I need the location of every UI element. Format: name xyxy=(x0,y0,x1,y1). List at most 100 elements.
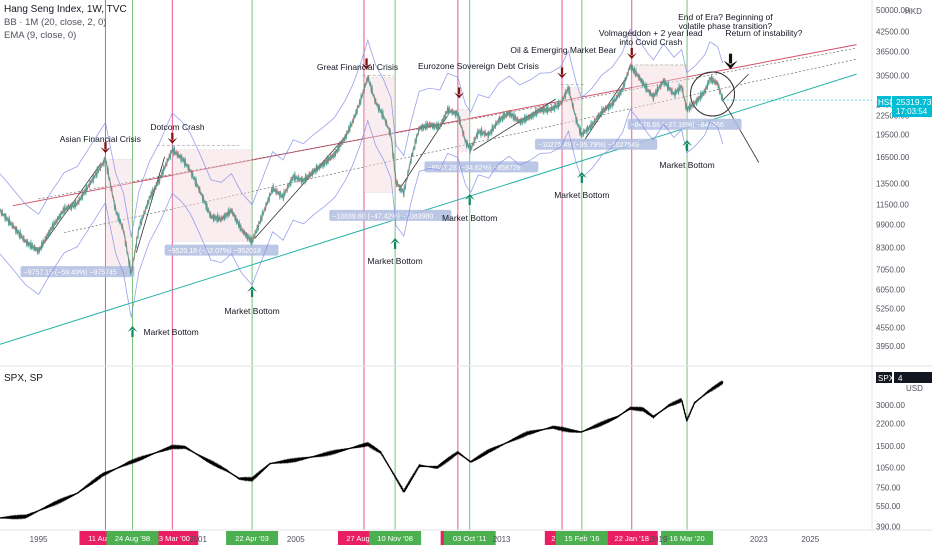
bb-indicator-label[interactable]: BB · 1M (20, close, 2, 0) xyxy=(4,17,106,28)
x-tick-1: 2001 xyxy=(189,535,207,544)
hsi-y-tick-9: 11500.00 xyxy=(876,201,909,210)
crisis-arrow-4 xyxy=(557,72,568,79)
projection-down-line xyxy=(722,99,760,163)
bottom-date-tag-5 xyxy=(661,531,714,545)
crisis-arrow-0 xyxy=(100,147,111,154)
countdown: 17:03:54 xyxy=(896,107,928,116)
hsi-y-tick-10: 9900.00 xyxy=(876,220,905,229)
x-tick-4: 2019 xyxy=(650,535,668,544)
x-tick-0: 1995 xyxy=(30,535,48,544)
hsi-y-tick-8: 13500.00 xyxy=(876,179,910,188)
spx-y-tick-0: 3000.00 xyxy=(876,401,905,410)
crisis-date-label-1: 13 Mar '00 xyxy=(155,534,190,543)
annotation-dotcom: Dotcom Crash xyxy=(150,122,205,132)
annotation-arrows xyxy=(100,48,738,337)
x-tick-2: 2005 xyxy=(287,535,305,544)
annotation-asian-crisis: Asian Financial Crisis xyxy=(60,134,141,144)
drawdown-label-bg-4 xyxy=(535,138,658,150)
annotation-end-of-era: End of Era? Beginning of xyxy=(678,12,773,22)
spx-y-tick-5: 550.00 xyxy=(876,502,901,511)
bottom-arrow-0 xyxy=(127,326,138,332)
bottom-date-tag-3 xyxy=(443,531,496,545)
crisis-arrow-1 xyxy=(167,137,178,144)
bottom-arrow-4 xyxy=(576,172,587,178)
x-tick-5: 2023 xyxy=(750,535,768,544)
crisis-arrow-3 xyxy=(454,92,465,99)
annotation-market-bottom-4: Market Bottom xyxy=(554,190,609,200)
spx-price-tag xyxy=(894,372,932,383)
annotation-covid: into Covid Crash xyxy=(619,37,682,47)
currency-label: HKD xyxy=(905,7,922,16)
hsi-symbol-tag xyxy=(877,96,891,107)
series xyxy=(0,28,872,520)
annotation-volmageddon: Volmageddon + 2 year lead xyxy=(599,28,703,38)
channel-mid-line-2 xyxy=(64,58,857,233)
bottom-date-tag-2 xyxy=(369,531,422,545)
drawdown-box-4 xyxy=(561,87,583,142)
chart-title[interactable]: Hang Seng Index, 1W, TVC xyxy=(4,4,127,15)
crisis-arrow-5 xyxy=(626,53,637,60)
bottom-date-label-4: 15 Feb '16 xyxy=(564,534,599,543)
drawdown-label-bg-2 xyxy=(329,209,452,221)
bottom-arrow-3 xyxy=(464,194,475,200)
rally-trendline-4 xyxy=(473,98,556,151)
crisis-date-tag-1 xyxy=(146,531,199,545)
hsi-y-tick-15: 4550.00 xyxy=(876,323,905,332)
bb-lower-band xyxy=(0,108,724,318)
crisis-date-tag-5 xyxy=(605,531,658,545)
bottom-arrow-2 xyxy=(390,238,401,244)
last-price: 25319.73 xyxy=(896,97,932,107)
spx-y-tick-3: 1050.00 xyxy=(876,463,905,472)
drawdown-label-bg-1 xyxy=(164,244,279,256)
last-price-tag xyxy=(892,96,932,117)
hsi-symbol: HSI xyxy=(878,98,891,107)
hsi-y-tick-3: 30500.00 xyxy=(876,71,910,80)
bottom-date-label-1: 22 Apr '03 xyxy=(235,534,269,543)
hsi-y-tick-6: 19500.00 xyxy=(876,131,910,140)
annotation-gfc: Great Financial Crisis xyxy=(317,62,398,72)
crisis-date-label-2: 27 Aug '07 xyxy=(346,534,381,543)
crisis-date-label-5: 22 Jan '18 xyxy=(615,534,649,543)
drawdown-box-3 xyxy=(457,109,470,152)
annotation-instability: Return of instability? xyxy=(725,28,802,38)
rally-trendline-1 xyxy=(135,156,166,253)
ema-indicator-label[interactable]: EMA (9, close, 0) xyxy=(4,30,76,41)
drawdown-label-0: −9757.15 (−59.49%) −975745 xyxy=(24,270,117,277)
drawdown-label-1: −9520.18 (−52.07%) −952018 xyxy=(168,248,261,255)
hsi-y-tick-7: 16500.00 xyxy=(876,153,910,162)
hsi-y-tick-1: 42500.00 xyxy=(876,28,910,37)
lower-pane-title[interactable]: SPX, SP xyxy=(4,373,43,384)
drawdown-label-5: −8476.66 (−27.16%) −847666 xyxy=(631,122,724,129)
focus-circle xyxy=(690,71,736,117)
annotation-market-bottom-0: Market Bottom xyxy=(143,327,198,337)
bottom-date-tag-1 xyxy=(226,531,279,545)
x-tick-6: 2025 xyxy=(801,535,819,544)
spx-symbol-tag xyxy=(876,372,892,383)
current-big-arrow xyxy=(723,60,738,70)
spx-y-tick-4: 750.00 xyxy=(876,483,901,492)
annotation-market-bottom-1: Market Bottom xyxy=(224,306,279,316)
spx-y-tick-6: 390.00 xyxy=(876,522,901,531)
hsi-y-tick-16: 3950.00 xyxy=(876,342,905,351)
projection-up-line xyxy=(722,73,749,101)
annotations: Asian Financial Crisis Dotcom Crash Great … xyxy=(60,12,803,337)
drawdown-label-bg-5 xyxy=(627,118,742,130)
bottom-date-tag-4 xyxy=(555,531,608,545)
drawdown-label-bg-0 xyxy=(20,266,135,278)
hsi-price-series-green xyxy=(0,64,724,276)
annotation-eurozone: Eurozone Sovereign Debt Crisis xyxy=(418,61,539,71)
spx-price: 4 xyxy=(898,374,903,383)
rally-trendline-2 xyxy=(254,134,348,239)
annotation-phase-transition: volatile phase transition? xyxy=(679,21,773,31)
drawdown-label-2: −10839.80 (−47.42%) −1083980 xyxy=(332,213,433,220)
hsi-y-tick-12: 7050.00 xyxy=(876,265,905,274)
hsi-y-tick-0: 50000.00 xyxy=(876,6,910,15)
drawdown-label-bg-3 xyxy=(424,161,539,173)
bottom-date-label-0: 24 Aug '98 xyxy=(115,534,150,543)
hsi-y-tick-13: 6050.00 xyxy=(876,286,905,295)
bottom-date-label-2: 10 Nov '08 xyxy=(377,534,413,543)
grid xyxy=(0,0,932,531)
bottom-arrow-5 xyxy=(682,140,693,146)
